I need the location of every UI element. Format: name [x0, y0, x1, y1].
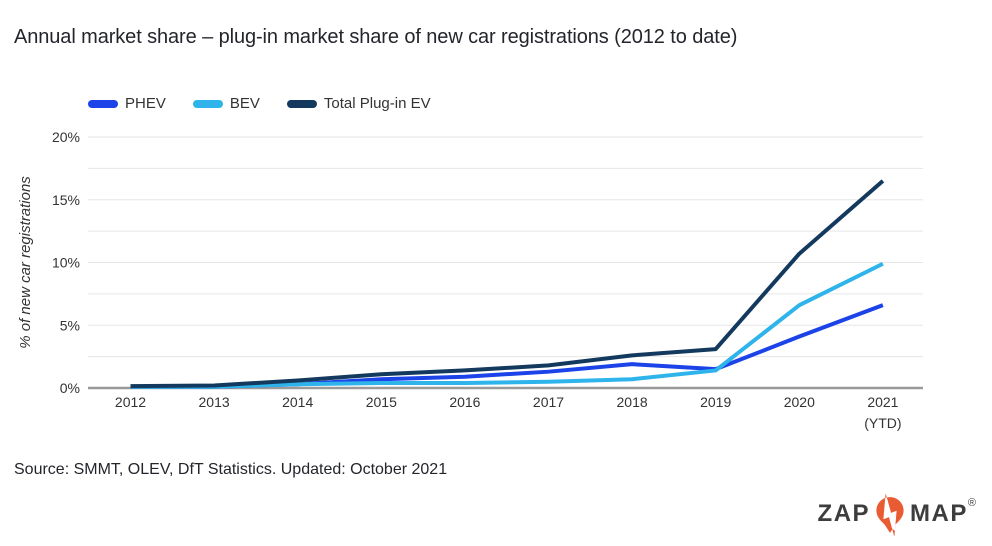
y-tick-label: 0% [60, 380, 80, 396]
legend-item-phev[interactable]: PHEV [88, 95, 166, 112]
y-tick-label: 20% [52, 129, 80, 145]
x-tick-label: 2021 (YTD) [864, 394, 901, 431]
x-tick-label: 2017 [533, 394, 564, 410]
series-line-total-plug-in-ev [130, 179, 885, 389]
series-line-phev [130, 303, 884, 389]
legend-swatch-icon [192, 99, 223, 108]
x-tick-label: 2014 [282, 394, 313, 410]
logo-zap-text: ZAP [817, 500, 871, 527]
x-tick-label: 2018 [617, 394, 648, 410]
legend-item-total-plug-in-ev[interactable]: Total Plug-in EV [286, 95, 431, 112]
legend-item-bev[interactable]: BEV [192, 95, 260, 112]
chart-legend: PHEV BEV Total Plug-in EV [88, 95, 431, 112]
y-axis-title: % of new car registrations [17, 176, 34, 349]
legend-swatch-icon [286, 99, 317, 108]
y-tick-label: 10% [52, 255, 80, 271]
x-tick-label: 2019 [700, 394, 731, 410]
registered-trademark-symbol: ® [967, 497, 976, 509]
legend-label: BEV [229, 95, 260, 112]
zapmap-pin-lightning-icon [876, 494, 904, 536]
y-tick-label: 15% [52, 192, 80, 208]
logo-map-text: MAP [910, 500, 968, 527]
zapmap-logo: ZAP MAP ® [818, 494, 976, 536]
x-tick-label: 2013 [199, 394, 230, 410]
line-chart: 0% 5% 10% 15% 20% % of new car registrations 2… [0, 115, 992, 445]
legend-swatch-icon [88, 99, 118, 108]
line-chart-svg: 0% 5% 10% 15% 20% % of new car registrations 2… [17, 129, 923, 431]
x-tick-label: 2020 [784, 394, 815, 410]
y-tick-label: 5% [60, 317, 80, 333]
page-title: Annual market share – plug-in market sha… [14, 26, 738, 48]
x-tick-label: 2016 [449, 394, 480, 410]
x-tick-label: 2012 [115, 394, 146, 410]
legend-label: PHEV [125, 95, 166, 112]
source-caption: Source: SMMT, OLEV, DfT Statistics. Upda… [14, 461, 448, 478]
legend-label: Total Plug-in EV [323, 95, 431, 112]
series-line-bev [130, 261, 884, 389]
x-tick-label: 2015 [366, 394, 397, 410]
